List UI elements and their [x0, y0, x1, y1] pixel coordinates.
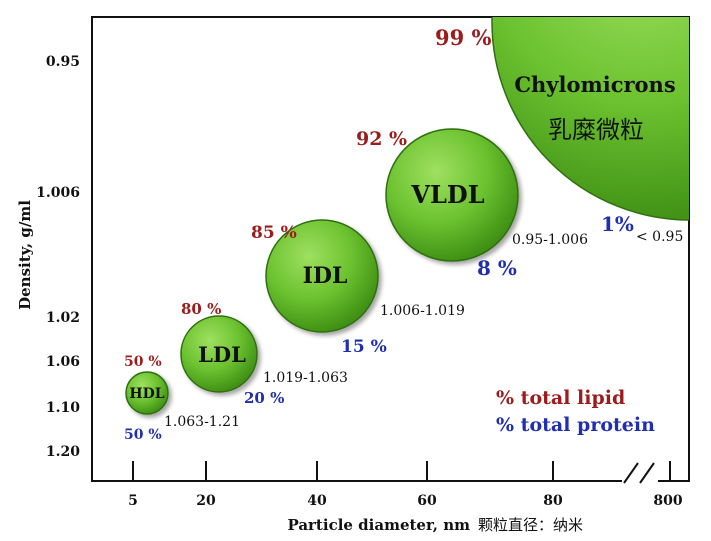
x-tick-label: 40	[307, 493, 327, 509]
particle-name-cn: 乳糜微粒	[548, 116, 644, 144]
bubble-chylomicrons	[491, 17, 689, 221]
y-tick-label: 1.20	[46, 444, 80, 460]
x-tick-label: 5	[128, 493, 138, 509]
lipid-percent: 99 %	[435, 25, 492, 50]
legend-lipid: % total lipid	[496, 387, 625, 409]
x-tick-label: 800	[653, 493, 682, 509]
density-range: 1.006-1.019	[380, 303, 465, 319]
x-tick-label: 20	[196, 493, 216, 509]
y-tick-label: 1.10	[46, 400, 80, 416]
x-tick-marks	[132, 461, 671, 481]
particle-name: IDL	[303, 263, 348, 289]
density-range: 1.019-1.063	[263, 370, 348, 386]
legend-protein: % total protein	[496, 414, 655, 436]
protein-percent: 20 %	[244, 389, 284, 407]
bubble-idl	[265, 219, 379, 333]
density-range: 0.95-1.006	[512, 232, 588, 248]
axis-break-icon	[622, 462, 658, 484]
protein-percent: 8 %	[477, 256, 517, 280]
lipid-percent: 50 %	[124, 354, 162, 370]
y-tick-label: 0.95	[46, 54, 80, 70]
particle-name: LDL	[198, 342, 246, 367]
legend: % total lipid % total protein	[496, 387, 655, 436]
density-range: < 0.95	[636, 229, 683, 245]
y-ticks: 0.95 1.006 1.02 1.06 1.10 1.20	[36, 54, 80, 460]
y-tick-label: 1.06	[46, 354, 80, 370]
x-ticks: 5 20 40 60 80 800	[128, 493, 683, 509]
x-axis-title: Particle diameter, nm	[287, 516, 470, 534]
lipid-percent: 85 %	[251, 223, 297, 243]
protein-percent: 15 %	[341, 337, 387, 357]
protein-percent: 50 %	[124, 427, 162, 443]
particle-name: Chylomicrons	[514, 72, 675, 97]
x-axis-title-cn: 颗粒直径：纳米	[478, 516, 583, 534]
lipid-percent: 92 %	[356, 128, 407, 150]
protein-percent: 1%	[601, 212, 634, 236]
bubble-vldl	[385, 128, 519, 262]
particle-name: VLDL	[410, 180, 484, 209]
particle-name: HDL	[129, 386, 164, 402]
lipid-percent: 80 %	[181, 300, 221, 318]
y-tick-label: 1.006	[36, 185, 80, 201]
x-tick-label: 80	[543, 493, 563, 509]
y-tick-label: 1.02	[46, 310, 80, 326]
bubble-hdl	[125, 371, 169, 415]
y-axis-title: Density, g/ml	[16, 200, 34, 310]
bubble-ldl	[180, 315, 258, 393]
x-tick-label: 60	[417, 493, 437, 509]
density-range: 1.063-1.21	[164, 414, 240, 430]
